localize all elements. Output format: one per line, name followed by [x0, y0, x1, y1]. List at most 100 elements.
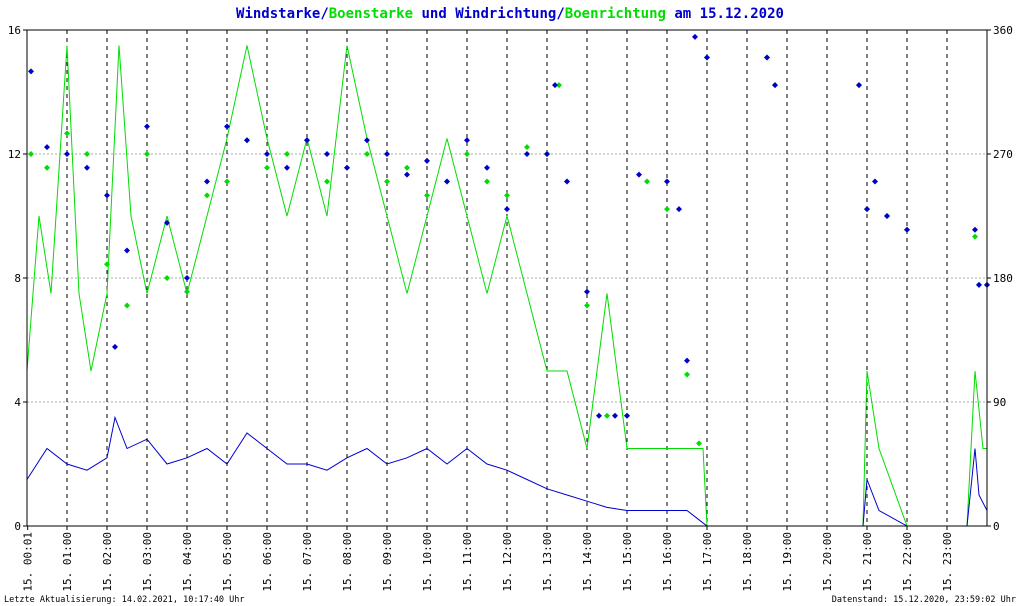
gust-direction-point [404, 164, 410, 171]
x-tick-label: 15. 05:00 [221, 532, 234, 592]
gust-direction-point [64, 130, 70, 137]
wind-direction-point [304, 137, 310, 144]
left-tick-label: 16 [8, 24, 21, 37]
gust-direction-point [972, 233, 978, 240]
gust-direction-point [384, 178, 390, 185]
left-tick-label: 4 [14, 396, 21, 409]
gust-direction-point [224, 178, 230, 185]
gust-series [26, 45, 987, 527]
wind-direction-point [284, 164, 290, 171]
title-sep2: / [556, 6, 564, 22]
x-tick-label: 15. 15:00 [621, 532, 634, 592]
wind-direction-point [864, 206, 870, 213]
wind-direction-point [524, 151, 530, 157]
wind-direction-point [224, 123, 230, 130]
gust-direction-point [324, 178, 330, 185]
wind-direction-point [264, 151, 270, 157]
wind-direction-point [976, 281, 982, 288]
title-windrichtung: Windrichtung [455, 6, 556, 22]
title-boenstarke: Boenstarke [329, 6, 413, 22]
right-axis-ticks: 0 90 180 270 360 [987, 24, 1013, 533]
wind-direction-point [364, 137, 370, 144]
gust-direction-point [84, 151, 90, 157]
wind-direction-point [692, 33, 698, 40]
wind-direction-point [676, 206, 682, 213]
gust-direction-point [484, 178, 490, 185]
gust-direction-point [264, 164, 270, 171]
wind-direction-point [684, 357, 690, 364]
left-tick-label: 8 [14, 272, 21, 285]
left-tick-label: 12 [8, 148, 21, 161]
gust-direction-point [604, 412, 610, 419]
x-tick-label: 15. 22:00 [901, 532, 914, 592]
gust-direction-point [684, 371, 690, 378]
x-tick-label: 15. 17:00 [701, 532, 714, 592]
wind-direction-point [612, 412, 618, 419]
wind-direction-point [164, 219, 170, 226]
x-tick-label: 15. 21:00 [861, 532, 874, 592]
wind-direction-point [856, 82, 862, 89]
gust-direction-point [584, 302, 590, 309]
title-und: und [413, 6, 455, 22]
chart-title: Windstarke/Boenstarke und Windrichtung/B… [236, 6, 784, 22]
wind-direction-point [972, 226, 978, 233]
gust-direction-point [164, 275, 170, 281]
wind-direction-point [596, 412, 602, 419]
gust-direction-point [524, 144, 530, 151]
x-tick-label: 15. 04:00 [181, 532, 194, 592]
x-tick-label: 15. 10:00 [421, 532, 434, 592]
wind-direction-point [44, 144, 50, 151]
wind-direction-point [104, 192, 110, 199]
wind-direction-point [664, 178, 670, 185]
gust-direction-point [44, 164, 50, 171]
wind-direction-point [324, 151, 330, 157]
wind-direction-series [28, 33, 990, 419]
gust-direction-point [424, 192, 430, 199]
gust-direction-point [28, 151, 34, 157]
x-tick-label: 15. 12:00 [501, 532, 514, 592]
x-tick-label: 15. 09:00 [381, 532, 394, 592]
wind-direction-point [244, 137, 250, 144]
gust-direction-point [364, 151, 370, 157]
wind-direction-point [444, 178, 450, 185]
x-tick-label: 15. 14:00 [581, 532, 594, 592]
gust-speed-line [26, 45, 987, 527]
gust-direction-point [664, 206, 670, 213]
wind-direction-point [624, 412, 630, 419]
x-tick-label: 15. 07:00 [301, 532, 314, 592]
wind-direction-point [904, 226, 910, 233]
wind-direction-point [772, 82, 778, 89]
footer-last-update: Letzte Aktualisierung: 14.02.2021, 10:17… [4, 595, 245, 605]
wind-direction-point [204, 178, 210, 185]
x-axis-ticks: 15. 00:01 15. 01:00 15. 02:00 15. 03:00 15. … [22, 526, 954, 592]
x-tick-label: 15. 08:00 [341, 532, 354, 592]
x-tick-label: 15. 02:00 [101, 532, 114, 592]
x-tick-label: 15. 03:00 [141, 532, 154, 592]
x-tick-label: 15. 18:00 [741, 532, 754, 592]
wind-direction-point [884, 213, 890, 219]
gust-direction-point [504, 192, 510, 199]
wind-direction-point [384, 151, 390, 157]
gust-direction-point [124, 302, 130, 309]
wind-direction-point [64, 151, 70, 157]
wind-direction-point [704, 54, 710, 61]
wind-direction-point [424, 157, 430, 164]
footer-data-status: Datenstand: 15.12.2020, 23:59:02 Uhr [832, 595, 1016, 605]
wind-direction-point [112, 343, 118, 350]
wind-direction-point [584, 288, 590, 295]
title-windstarke: Windstarke [236, 6, 320, 22]
x-tick-label: 15. 11:00 [461, 532, 474, 592]
wind-direction-point [504, 206, 510, 213]
gust-direction-point [184, 288, 190, 295]
x-tick-label: 15. 00:01 [22, 532, 35, 592]
title-sep1: / [320, 6, 328, 22]
wind-direction-point [552, 82, 558, 89]
x-tick-label: 15. 16:00 [661, 532, 674, 592]
gust-direction-point [144, 151, 150, 157]
gust-direction-point [644, 178, 650, 185]
wind-direction-point [872, 178, 878, 185]
right-tick-label: 180 [993, 272, 1013, 285]
wind-direction-point [484, 164, 490, 171]
wind-direction-point [404, 171, 410, 178]
